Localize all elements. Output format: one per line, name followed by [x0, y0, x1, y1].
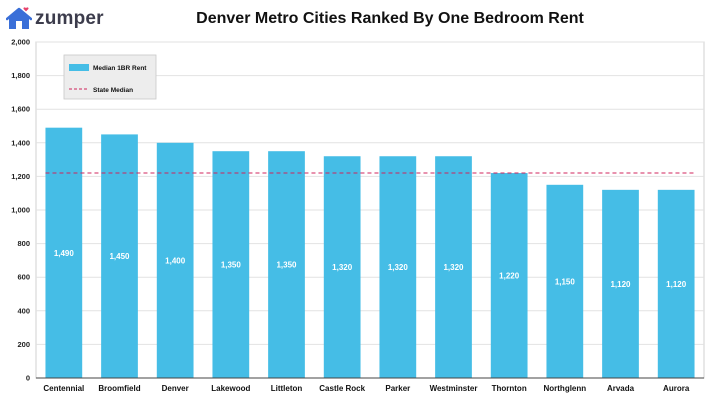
legend-label-median: Median 1BR Rent [93, 65, 147, 72]
bar [101, 134, 138, 378]
y-tick-label: 200 [17, 340, 30, 349]
x-tick-label: Thornton [492, 384, 527, 393]
y-tick-label: 800 [17, 239, 30, 248]
y-axis-ticks: 0 200 400 600 800 1,000 1,200 1,400 1,600 1,800 2,… [11, 38, 30, 383]
bar [379, 156, 417, 378]
bar-value-label: 1,490 [54, 249, 75, 258]
y-tick-label: 1,800 [11, 71, 30, 80]
x-tick-label: Broomfield [98, 384, 140, 393]
bar-value-label: 1,220 [499, 272, 520, 281]
bars: 1,490 1,450 1,400 1,350 1,350 1,320 1,320 1,320… [45, 127, 695, 379]
brand-logo[interactable]: zumper [6, 6, 104, 32]
x-tick-label: Littleton [271, 384, 303, 393]
bar-value-label: 1,150 [555, 277, 576, 286]
bar [657, 189, 695, 378]
legend: Median 1BR Rent State Median [63, 54, 157, 100]
x-tick-label: Aurora [663, 384, 690, 393]
x-tick-label: Centennial [43, 384, 84, 393]
bar-value-label: 1,350 [276, 261, 297, 270]
bar [45, 127, 83, 379]
bar [323, 156, 361, 378]
y-tick-label: 1,400 [11, 138, 30, 147]
y-tick-label: 2,000 [11, 38, 30, 47]
legend-label-state-median: State Median [93, 87, 133, 94]
brand-name: zumper [35, 8, 104, 29]
x-tick-label: Castle Rock [319, 384, 365, 393]
bar-value-label: 1,320 [388, 263, 409, 272]
bar-value-label: 1,450 [109, 252, 130, 261]
x-axis-labels: Centennial Broomfield Denver Lakewood Little… [43, 384, 689, 393]
x-tick-label: Denver [162, 384, 189, 393]
y-tick-label: 600 [17, 273, 30, 282]
y-tick-label: 400 [17, 306, 30, 315]
legend-box [63, 54, 157, 100]
y-tick-label: 0 [26, 374, 30, 383]
x-tick-label: Northglenn [543, 384, 586, 393]
bar [602, 189, 639, 378]
y-tick-label: 1,000 [11, 206, 30, 215]
bar [490, 173, 528, 378]
legend-swatch-median [69, 64, 89, 71]
gridlines [36, 41, 704, 345]
y-tick-label: 1,200 [11, 172, 30, 181]
bar [212, 151, 250, 378]
house-heart-icon [6, 7, 32, 29]
bar-value-label: 1,120 [610, 280, 631, 289]
x-tick-label: Westminster [430, 384, 478, 393]
bar-value-label: 1,120 [666, 280, 687, 289]
chart-title: Denver Metro Cities Ranked By One Bedroo… [196, 10, 584, 27]
bar-value-label: 1,400 [165, 256, 186, 265]
bar [268, 151, 305, 378]
bar [156, 142, 194, 378]
bar [546, 184, 584, 378]
x-tick-label: Lakewood [211, 384, 250, 393]
y-tick-label: 1,600 [11, 105, 30, 114]
x-tick-label: Arvada [607, 384, 635, 393]
bar-value-label: 1,320 [443, 263, 464, 272]
bar [435, 156, 472, 378]
bar-value-label: 1,320 [332, 263, 353, 272]
x-tick-label: Parker [385, 384, 410, 393]
bar-value-label: 1,350 [221, 261, 242, 270]
